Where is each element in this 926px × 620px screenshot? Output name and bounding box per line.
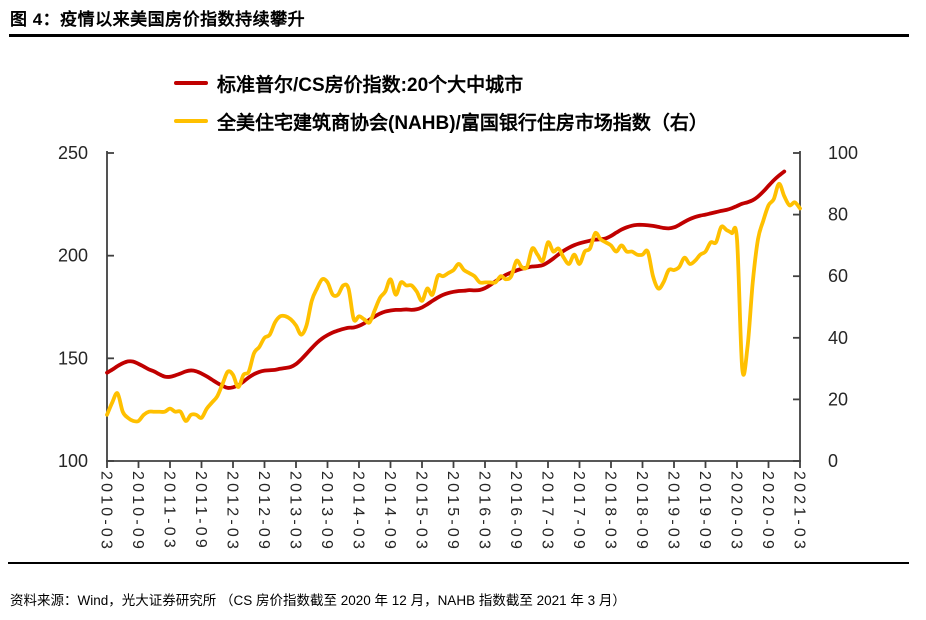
svg-text:2021-03: 2021-03 — [791, 471, 808, 552]
svg-text:2017-09: 2017-09 — [570, 471, 587, 552]
x-axis-labels: 2010-03 2010-09 2011-03 2011-09 2012-03 2012-… — [98, 471, 808, 552]
svg-text:2012-03: 2012-03 — [224, 471, 241, 552]
svg-text:80: 80 — [828, 205, 848, 225]
svg-text:2011-09: 2011-09 — [192, 471, 209, 551]
svg-text:150: 150 — [58, 348, 88, 368]
svg-text:2010-09: 2010-09 — [129, 471, 146, 552]
red-line-swatch — [174, 81, 208, 85]
svg-text:2014-09: 2014-09 — [381, 471, 398, 552]
svg-text:2016-03: 2016-03 — [476, 471, 493, 552]
svg-text:2019-09: 2019-09 — [696, 471, 713, 552]
svg-text:2019-03: 2019-03 — [665, 471, 682, 552]
svg-text:2013-03: 2013-03 — [287, 471, 304, 552]
legend-label-nahb: 全美住宅建筑商协会(NAHB)/富国银行住房市场指数（右） — [217, 112, 708, 134]
series-cs-line — [105, 169, 787, 390]
svg-text:2018-09: 2018-09 — [633, 471, 650, 552]
svg-text:2017-03: 2017-03 — [539, 471, 556, 552]
svg-text:250: 250 — [58, 143, 88, 163]
svg-text:100: 100 — [828, 143, 858, 163]
svg-text:20: 20 — [828, 389, 848, 409]
right-axis-labels: 0 20 40 60 80 100 — [828, 143, 858, 471]
legend-item-cs: 标准普尔/CS房价指数:20个大中城市 — [174, 64, 708, 102]
svg-text:60: 60 — [828, 266, 848, 286]
svg-text:2016-09: 2016-09 — [507, 471, 524, 552]
svg-text:2018-03: 2018-03 — [602, 471, 619, 552]
svg-text:2020-03: 2020-03 — [728, 471, 745, 552]
svg-text:2015-09: 2015-09 — [444, 471, 461, 552]
svg-text:200: 200 — [58, 246, 88, 266]
svg-text:2013-09: 2013-09 — [318, 471, 335, 552]
footer-divider — [8, 562, 909, 564]
left-axis-labels: 100 150 200 250 — [58, 143, 88, 471]
source-note: 资料来源：Wind，光大证券研究所 （CS 房价指数截至 2020 年 12 月… — [10, 593, 626, 608]
chart-legend: 标准普尔/CS房价指数:20个大中城市 全美住宅建筑商协会(NAHB)/富国银行… — [174, 64, 708, 140]
page-title: 图 4：疫情以来美国房价指数持续攀升 — [10, 10, 306, 29]
svg-text:100: 100 — [58, 451, 88, 471]
svg-text:2020-09: 2020-09 — [759, 471, 776, 552]
svg-text:2014-03: 2014-03 — [350, 471, 367, 552]
legend-item-nahb: 全美住宅建筑商协会(NAHB)/富国银行住房市场指数（右） — [174, 102, 708, 140]
svg-text:2011-03: 2011-03 — [161, 471, 178, 551]
svg-text:2015-03: 2015-03 — [413, 471, 430, 552]
svg-text:2012-09: 2012-09 — [255, 471, 272, 552]
legend-label-cs: 标准普尔/CS房价指数:20个大中城市 — [217, 74, 524, 96]
series-nahb-line — [105, 181, 802, 424]
svg-text:2010-03: 2010-03 — [98, 471, 115, 552]
svg-text:0: 0 — [828, 451, 838, 471]
svg-text:40: 40 — [828, 328, 848, 348]
title-divider — [9, 34, 909, 37]
yellow-line-swatch — [174, 119, 208, 123]
axis-lines — [106, 151, 801, 468]
